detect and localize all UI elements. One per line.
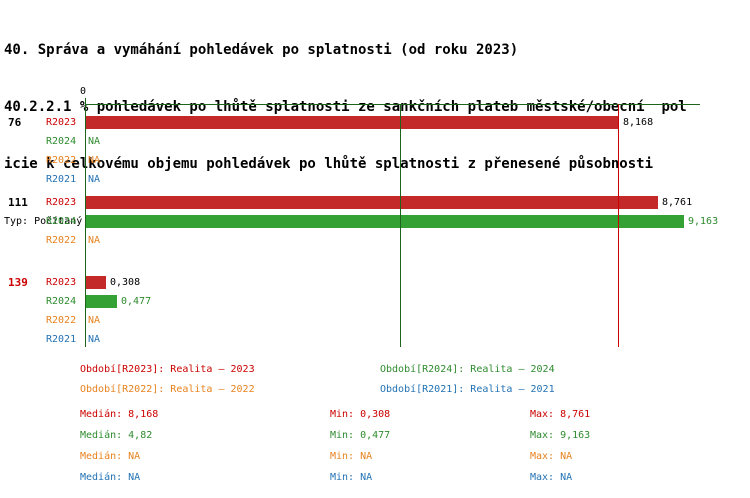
bar-area: NA (86, 311, 750, 330)
value-label: 8,761 (662, 197, 693, 208)
group-label: 139 (8, 276, 28, 289)
bar-row: R2022 NA (0, 151, 750, 170)
group-label: 76 (8, 116, 22, 129)
chart-stats: Medián: 8,168 Min: 0,308 Max: 8,761 Medián:… (80, 404, 590, 488)
group-label: 111 (8, 196, 28, 209)
series-label: R2021 (46, 334, 77, 345)
legend-item: Období[R2022]: Realita – 2022 (80, 384, 255, 395)
series-label: R2022 (46, 235, 77, 246)
bar-row: R2022 NA (0, 231, 750, 250)
stat-min: Min: 0,477 (330, 430, 391, 441)
bar (86, 196, 658, 209)
value-label: 0,308 (110, 277, 141, 288)
value-label: 9,163 (688, 216, 719, 227)
series-label: R2024 (46, 296, 77, 307)
value-label: NA (88, 334, 101, 345)
series-label: R2023 (46, 197, 77, 208)
bar-chart-plot: 0 76 R2023 8,168 R2024 NA R2022 NA R2021 NA 111 R20… (0, 78, 750, 350)
series-label: R2022 (46, 315, 77, 326)
median-line-R2023 (618, 104, 619, 347)
stat-median: Medián: NA (80, 472, 141, 483)
series-label: R2022 (46, 155, 77, 166)
bar-area: NA (86, 132, 750, 151)
stat-max: Max: NA (530, 451, 573, 462)
stat-min: Min: 0,308 (330, 409, 391, 420)
stat-max: Max: 8,761 (530, 409, 591, 420)
bar-row: 139 R2023 0,308 (0, 273, 750, 292)
chart-legend: Období[R2023]: Realita – 2023 Období[R202… (80, 360, 555, 400)
y-axis-line (85, 104, 86, 347)
bar-area: 9,163 (86, 212, 750, 231)
bar-group: 76 R2023 8,168 R2024 NA R2022 NA R2021 NA (0, 110, 750, 190)
value-label: NA (88, 174, 101, 185)
chart-title-line3: icie k celkovému objemu pohledávek po lh… (4, 156, 654, 172)
bar-area: 8,761 (86, 193, 750, 212)
bar (86, 295, 117, 308)
stat-min: Min: NA (330, 451, 373, 462)
bar-area: NA (86, 151, 750, 170)
bar (86, 215, 684, 228)
bar-area: 0,308 (86, 273, 750, 292)
bar-area: 0,477 (86, 292, 750, 311)
value-label: 8,168 (623, 117, 654, 128)
bar-row: R2021 NA (0, 330, 750, 349)
series-label: R2023 (46, 277, 77, 288)
chart-title-line2: 40.2.2.1 % pohledávek po lhůtě splatnost… (4, 99, 687, 115)
value-label: 0,477 (121, 296, 152, 307)
x-axis-zero-label: 0 (79, 86, 86, 97)
stat-min: Min: NA (330, 472, 373, 483)
bar-area: 8,168 (86, 113, 750, 132)
series-label: R2021 (46, 174, 77, 185)
stat-median: Medián: NA (80, 451, 141, 462)
stat-max: Max: 9,163 (530, 430, 591, 441)
bar-area: NA (86, 330, 750, 349)
legend-item: Období[R2021]: Realita – 2021 (380, 384, 555, 395)
bar-group: 111 R2023 8,761 R2024 9,163 R2022 NA (0, 190, 750, 270)
value-label: NA (88, 155, 101, 166)
stat-max: Max: NA (530, 472, 573, 483)
bar-row: R2021 NA (0, 170, 750, 189)
x-axis-tick (85, 98, 86, 104)
median-line-R2024 (400, 104, 401, 347)
value-label: NA (88, 235, 101, 246)
value-label: NA (88, 136, 101, 147)
bar-area: NA (86, 231, 750, 250)
chart-title-line1: 40. Správa a vymáhání pohledávek po spla… (4, 42, 519, 58)
bar-row: R2024 9,163 (0, 212, 750, 231)
legend-item: Období[R2023]: Realita – 2023 (80, 364, 255, 375)
value-label: NA (88, 315, 101, 326)
bar-group: 139 R2023 0,308 R2024 0,477 R2022 NA R2021 NA (0, 270, 750, 350)
bar-row: R2024 0,477 (0, 292, 750, 311)
bar-row: 76 R2023 8,168 (0, 113, 750, 132)
stat-median: Medián: 8,168 (80, 409, 159, 420)
bar (86, 116, 619, 129)
stat-median: Medián: 4,82 (80, 430, 153, 441)
bar-area: NA (86, 170, 750, 189)
bar-row: R2024 NA (0, 132, 750, 151)
x-axis-line (85, 104, 700, 105)
legend-item: Období[R2024]: Realita – 2024 (380, 364, 555, 375)
bar-row: 111 R2023 8,761 (0, 193, 750, 212)
series-label: R2024 (46, 136, 77, 147)
bar (86, 276, 106, 289)
bar-groups: 76 R2023 8,168 R2024 NA R2022 NA R2021 NA 111 R202… (0, 110, 750, 350)
bar-row: R2022 NA (0, 311, 750, 330)
series-label: R2023 (46, 117, 77, 128)
series-label: R2024 (46, 216, 77, 227)
